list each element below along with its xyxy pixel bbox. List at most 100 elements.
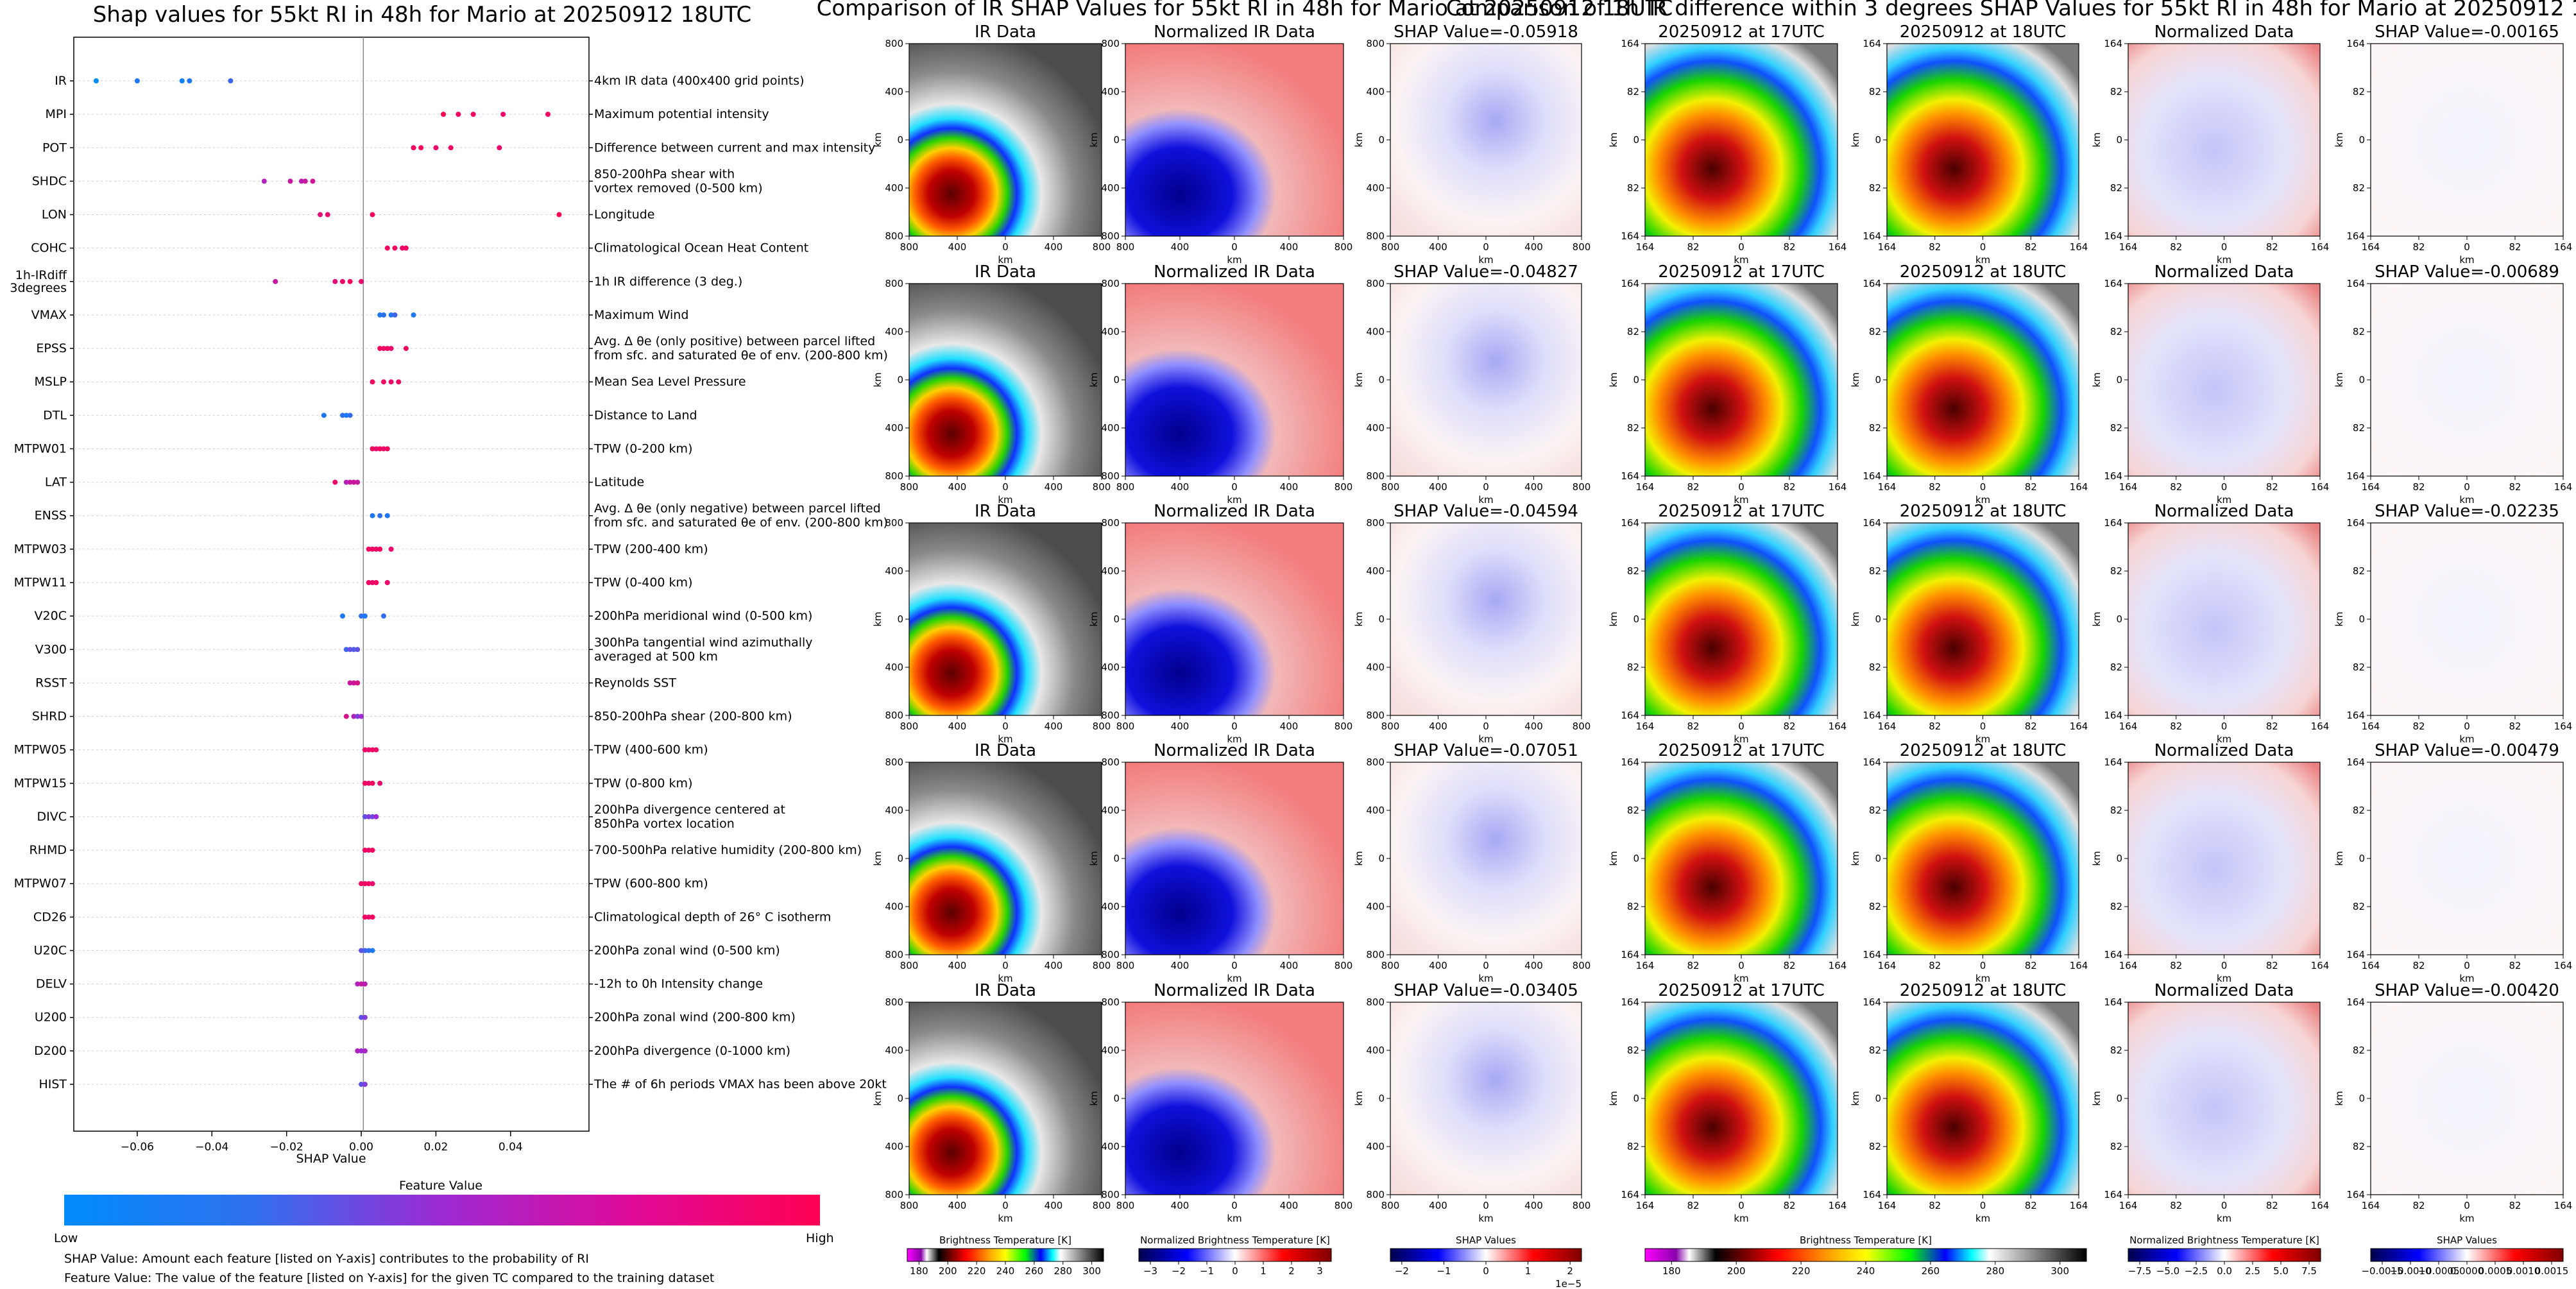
panel-image — [908, 522, 1102, 716]
y-tick-label: 164 — [2346, 996, 2365, 1008]
y-axis-label: km — [1608, 851, 1619, 866]
y-axis-label: km — [2091, 1091, 2103, 1105]
colorbar-tick-label: −0.0015 — [2361, 1265, 2403, 1277]
x-tick-label: 0 — [1231, 1200, 1238, 1211]
x-axis-label: km — [998, 254, 1012, 266]
x-tick-label: 0 — [1980, 1200, 1986, 1211]
x-tick-label: 164 — [1829, 721, 1847, 732]
y-tick-label: 400 — [885, 901, 903, 912]
y-tick-label: 0 — [1875, 613, 1881, 625]
shap-point — [362, 914, 368, 920]
y-axis-label: km — [1608, 611, 1619, 626]
y-tick-label: 164 — [1621, 278, 1639, 289]
y-tick-label: 400 — [1101, 182, 1120, 194]
x-tick-label: 164 — [2362, 481, 2380, 493]
y-tick-label: 164 — [1621, 1189, 1639, 1200]
shap-point — [351, 713, 357, 719]
panel-image — [1886, 522, 2079, 716]
x-tick-label: 164 — [2070, 1200, 2088, 1211]
x-tick-label: 800 — [1381, 721, 1400, 732]
y-tick-label: 82 — [1627, 901, 1639, 912]
y-tick-label: 164 — [2104, 278, 2122, 289]
colorbar-tick-label: 0 — [1483, 1265, 1489, 1277]
y-tick-label: 82 — [1627, 1045, 1639, 1056]
colorbar-tick-label: 300 — [2051, 1265, 2069, 1277]
x-tick-label: 82 — [1783, 721, 1795, 732]
shap-point — [366, 747, 371, 753]
x-tick-label: 0 — [1980, 241, 1986, 253]
x-tick-label: 400 — [1524, 481, 1543, 493]
panel-title: SHAP Value=-0.05918 — [1394, 22, 1578, 42]
shap-point — [377, 513, 383, 518]
y-axis-label: km — [1353, 611, 1365, 626]
feature-description: TPW (0-800 km) — [593, 776, 692, 790]
feature-name: D200 — [34, 1044, 67, 1058]
y-tick-label: 800 — [1101, 517, 1120, 529]
feature-description: Avg. Δ θe (only positive) between parcel… — [594, 334, 888, 363]
panel-image — [1644, 762, 1838, 955]
panel-title: Normalized Data — [2154, 741, 2294, 760]
shap-point — [370, 379, 375, 385]
y-tick-label: 800 — [1101, 470, 1120, 482]
shap-point — [347, 278, 353, 284]
panel-title: 20250912 at 18UTC — [1900, 741, 2067, 760]
normalized-diff-panel: Normalized Data1641648282008282164164kmk… — [2091, 262, 2329, 506]
y-tick-label: 800 — [1101, 710, 1120, 721]
x-tick-label: 82 — [2170, 241, 2182, 253]
y-tick-label: 0 — [2358, 1093, 2365, 1104]
panel-title: SHAP Value=-0.00479 — [2375, 741, 2559, 760]
y-tick-label: 164 — [2104, 756, 2122, 768]
shap-point — [384, 446, 390, 452]
shap-point — [366, 814, 371, 819]
y-tick-label: 0 — [2116, 853, 2122, 864]
panel-title: SHAP Value=-0.00689 — [2375, 262, 2559, 282]
y-tick-label: 400 — [1366, 662, 1385, 673]
x-tick-label: 400 — [1429, 241, 1447, 253]
y-tick-label: 400 — [1101, 565, 1120, 577]
feature-description: TPW (200-400 km) — [593, 542, 708, 556]
y-tick-label: 82 — [1869, 901, 1881, 912]
y-axis-label: km — [1608, 132, 1619, 147]
shap-point — [366, 948, 371, 953]
x-tick-label: 0 — [1231, 960, 1238, 971]
panel-title: SHAP Value=-0.00420 — [2375, 981, 2559, 1000]
y-axis-label: km — [2091, 372, 2103, 387]
shap-point — [261, 178, 267, 184]
colorbar-tick-label: −7.5 — [2128, 1265, 2151, 1277]
x-tick-label: 164 — [1636, 1200, 1655, 1211]
shap-point — [351, 479, 357, 485]
panel-title: 20250912 at 17UTC — [1658, 502, 1825, 521]
panel-image — [1644, 1002, 1838, 1195]
y-tick-label: 164 — [2346, 38, 2365, 49]
y-tick-label: 800 — [885, 230, 903, 242]
shap-point — [343, 647, 349, 653]
y-tick-label: 164 — [2104, 1189, 2122, 1200]
shap-point — [400, 245, 405, 251]
shap-point — [373, 446, 379, 452]
colorbar-tick-label: 2 — [1288, 1265, 1295, 1277]
colorbar-tick-label: −5.0 — [2156, 1265, 2179, 1277]
feature-description: Climatological depth of 26° C isotherm — [594, 910, 831, 924]
panel-image — [1886, 762, 2079, 955]
x-tick-label: 400 — [1280, 1200, 1299, 1211]
panel-image — [908, 43, 1102, 237]
colorbar-label: SHAP Values — [2437, 1234, 2497, 1246]
x-tick-label: 164 — [2070, 960, 2088, 971]
x-axis-label: km — [1227, 254, 1241, 266]
shap-point — [380, 312, 386, 318]
x-tick-label: 400 — [1045, 721, 1063, 732]
x-axis-label: km — [998, 494, 1012, 506]
panel-title: Normalized IR Data — [1154, 741, 1315, 760]
shap-point — [362, 1014, 368, 1020]
y-tick-label: 164 — [1863, 230, 1881, 242]
feature-name: DIVC — [37, 810, 67, 824]
x-tick-label: 164 — [2554, 241, 2573, 253]
panel-image — [2128, 283, 2321, 477]
shap-point — [355, 479, 361, 485]
x-tick-label: 164 — [2311, 960, 2330, 971]
shap-point — [380, 379, 386, 385]
x-tick-label: 82 — [2170, 481, 2182, 493]
x-tick-label: 164 — [2070, 241, 2088, 253]
y-tick-label: 800 — [885, 949, 903, 960]
x-tick-label: 82 — [1687, 960, 1699, 971]
